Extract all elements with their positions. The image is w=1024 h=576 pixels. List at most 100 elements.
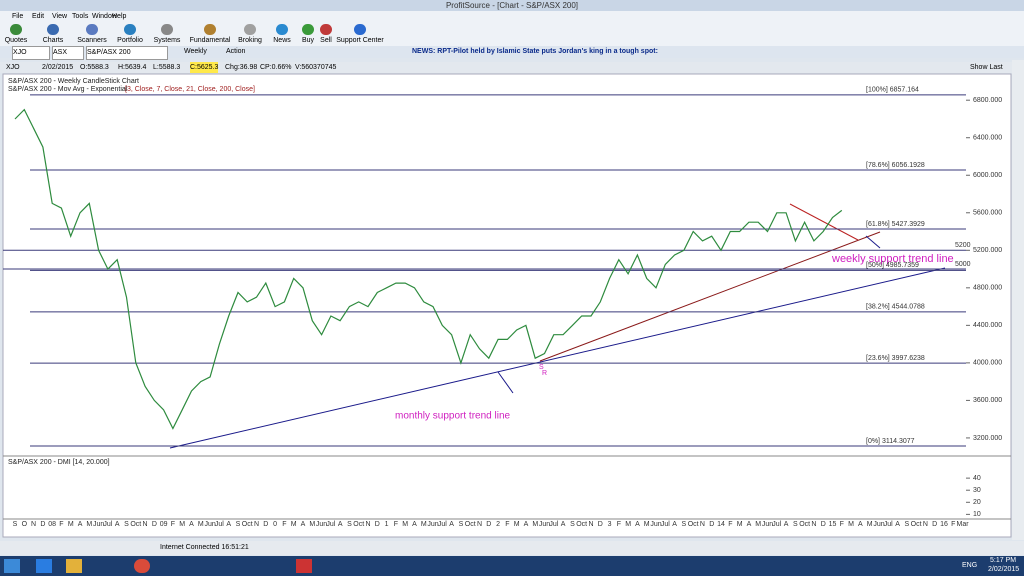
toolbar-button[interactable]: Support Center (336, 37, 384, 44)
indicator-tick-label: 10 (973, 511, 981, 518)
x-tick-label: D (263, 521, 268, 528)
toolbar-icon[interactable] (244, 24, 256, 35)
app-icon[interactable] (36, 559, 52, 573)
weekly-trend-line (539, 231, 881, 362)
x-tick-label: S (236, 521, 241, 528)
toolbar-button[interactable]: Systems (153, 37, 181, 44)
app-icon[interactable] (296, 559, 312, 573)
chart-subtitle: S&P/ASX 200 - Mov Avg - Exponential (8, 86, 128, 93)
toolbar-icon[interactable] (276, 24, 288, 35)
x-tick-label: Jun (93, 521, 104, 528)
news-ticker[interactable]: NEWS: RPT-Pilot held by Islamic State pu… (412, 48, 658, 55)
x-tick-label: M (644, 521, 650, 528)
x-tick-label: M (625, 521, 631, 528)
x-tick-label: M (867, 521, 873, 528)
status-text: Internet Connected 16:51:21 (160, 544, 249, 551)
arrow (497, 371, 514, 394)
x-tick-label: A (784, 521, 789, 528)
action-dropdown[interactable]: Action (226, 48, 246, 55)
app-icon[interactable] (66, 559, 82, 573)
y-tick-label: 4800.000 (973, 285, 1002, 292)
toolbar-icon[interactable] (86, 24, 98, 35)
x-tick-label: A (301, 521, 306, 528)
status-bar: Internet Connected 16:51:21 (0, 541, 1024, 555)
x-tick-label: A (78, 521, 83, 528)
code-box[interactable]: XJO (12, 46, 50, 60)
toolbar: Quotes Charts Scanners Portfolio Systems Fund… (0, 22, 1024, 46)
chart-params: [3, Close, 7, Close, 21, Close, 200, Clo… (125, 86, 255, 93)
fib-label: [23.6%] 3997.6238 (866, 355, 925, 362)
open: O:5588.3 (80, 64, 109, 71)
monthly-trend-line (169, 267, 946, 449)
menu-item[interactable]: Help (112, 13, 127, 20)
toolbar-button[interactable]: Buy (301, 37, 315, 44)
indicator-title: S&P/ASX 200 - DMI [14, 20.000] (8, 459, 110, 466)
period-dropdown[interactable]: Weekly (184, 48, 207, 55)
scrollbar (1012, 60, 1024, 540)
x-tick-label: 2 (496, 521, 500, 528)
x-tick-label: D (152, 521, 157, 528)
toolbar-icon[interactable] (10, 24, 22, 35)
exchange-box[interactable]: ASX (52, 46, 84, 60)
toolbar-button[interactable]: Quotes (4, 37, 28, 44)
name-box[interactable]: S&P/ASX 200 (86, 46, 168, 60)
x-tick-label: A (412, 521, 417, 528)
date: 2/02/2015 (42, 64, 74, 71)
indicator-tick-label: 30 (973, 487, 981, 494)
menu-item[interactable]: Tools (72, 13, 89, 20)
x-tick-label: A (747, 521, 752, 528)
x-tick-label: N (700, 521, 705, 528)
change: Chg:36.98 (225, 64, 258, 71)
x-tick-label: F (59, 521, 63, 528)
toolbar-icon[interactable] (47, 24, 59, 35)
x-tick-label: S (682, 521, 687, 528)
menu-item[interactable]: Edit (32, 13, 45, 20)
x-tick-label: N (811, 521, 816, 528)
title-bar: ProfitSource - [Chart - S&P/ASX 200] (0, 0, 1024, 11)
menu-item[interactable]: Window (92, 13, 117, 20)
x-tick-label: Jul (326, 521, 335, 528)
x-tick-label: M (68, 521, 74, 528)
x-tick-label: Oct (242, 521, 253, 528)
toolbar-button[interactable]: Charts (42, 37, 64, 44)
toolbar-icon[interactable] (124, 24, 136, 35)
change-pct: CP:0.66% (260, 64, 292, 71)
fib-label: [50%] 4985.7359 (866, 262, 919, 269)
menu-item[interactable]: View (52, 13, 68, 20)
toolbar-icon[interactable] (204, 24, 216, 35)
toolbar-button[interactable]: Sell (320, 37, 332, 44)
toolbar-button[interactable]: Broking (238, 37, 262, 44)
indicator-tick-label: 40 (973, 475, 981, 482)
volume: V:560370745 (295, 64, 337, 71)
toolbar-button[interactable]: Portfolio (117, 37, 143, 44)
toolbar-button[interactable]: Scanners (77, 37, 107, 44)
show-last[interactable]: Show Last (970, 64, 1003, 71)
x-tick-label: A (524, 521, 529, 528)
x-tick-label: D (486, 521, 491, 528)
y-tick-label: 4400.000 (973, 322, 1002, 329)
x-tick-label: N (588, 521, 593, 528)
app-icon[interactable] (134, 559, 150, 573)
x-tick-label: A (895, 521, 900, 528)
x-tick-label: 14 (717, 521, 725, 528)
y-tick-label: 4000.000 (973, 360, 1002, 367)
x-tick-label: A (635, 521, 640, 528)
x-tick-label: N (923, 521, 928, 528)
toolbar-button[interactable]: Fundamental (189, 37, 231, 44)
y-tick-label: 6800.000 (973, 97, 1002, 104)
menu-item[interactable]: File (12, 13, 24, 20)
x-tick-label: Oct (799, 521, 810, 528)
x-tick-label: Jun (650, 521, 661, 528)
toolbar-button[interactable]: News (273, 37, 291, 44)
toolbar-icon[interactable] (354, 24, 366, 35)
toolbar-icon[interactable] (302, 24, 314, 35)
symbol-bar: XJO ASX S&P/ASX 200 Weekly Action NEWS: … (0, 46, 1024, 60)
start-button[interactable] (4, 559, 20, 573)
toolbar-icon[interactable] (320, 24, 332, 35)
x-tick-label: F (728, 521, 732, 528)
x-tick-label: M (198, 521, 204, 528)
toolbar-icon[interactable] (161, 24, 173, 35)
x-tick-label: Mar (957, 521, 970, 528)
x-tick-label: A (672, 521, 677, 528)
x-tick-label: M (86, 521, 92, 528)
